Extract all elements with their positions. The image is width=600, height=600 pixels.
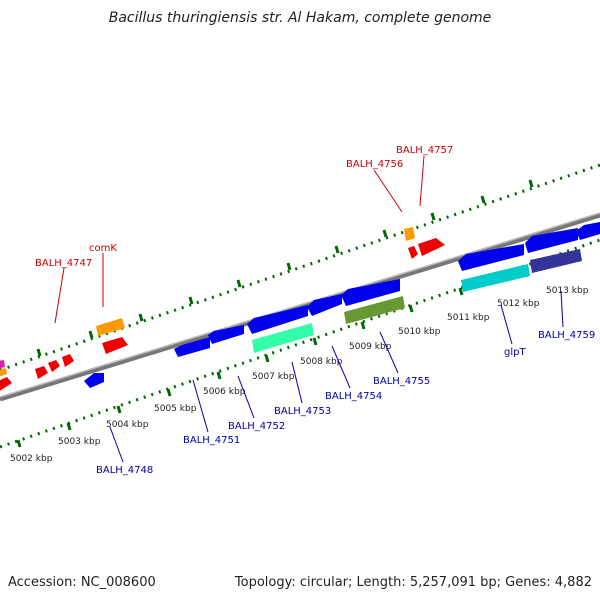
gene-label[interactable]: BALH_4753 xyxy=(274,406,331,417)
gene-arrow-reverse[interactable] xyxy=(576,222,600,240)
scale-labels: 5002 kbp 5003 kbp 5004 kbp 5005 kbp 5006… xyxy=(10,286,589,464)
gene-arrow-forward[interactable] xyxy=(62,354,74,367)
gene-label[interactable]: BALH_4756 xyxy=(346,159,403,170)
scale-label: 5002 kbp xyxy=(10,454,53,464)
scale-label: 5010 kbp xyxy=(398,327,441,337)
gene-label[interactable]: BALH_4755 xyxy=(373,376,430,387)
scale-label: 5009 kbp xyxy=(349,342,392,352)
label-leaders xyxy=(54,155,564,463)
scale-label: 5013 kbp xyxy=(546,286,589,296)
gene-arrow-reverse[interactable] xyxy=(247,305,308,334)
gene-cds-BALH_4756[interactable] xyxy=(404,227,415,241)
map-title: Bacillus thuringiensis str. Al Hakam, co… xyxy=(109,10,492,26)
gene-label[interactable]: BALH_4754 xyxy=(325,391,382,402)
reverse-gene-labels: BALH_4748 BALH_4751 BALH_4752 BALH_4753 … xyxy=(96,330,595,476)
gene-cds-BALH_4759[interactable] xyxy=(530,249,582,273)
gene-arrow-reverse[interactable] xyxy=(458,244,524,271)
scale-label: 5005 kbp xyxy=(154,404,197,414)
scale-label: 5008 kbp xyxy=(300,357,343,367)
gene-cds-BALH_4753[interactable] xyxy=(252,323,314,353)
gene-arrow-reverse[interactable] xyxy=(174,337,210,357)
gene-arrow-forward[interactable] xyxy=(102,337,128,354)
scale-label: 5003 kbp xyxy=(58,437,101,447)
scale-label: 5007 kbp xyxy=(252,372,295,382)
scale-label: 5006 kbp xyxy=(203,387,246,397)
gene-label[interactable]: BALH_4757 xyxy=(396,145,453,156)
gene-arrow-forward[interactable] xyxy=(0,360,5,369)
forward-genes xyxy=(0,227,445,392)
reverse-genes xyxy=(84,222,600,388)
scale-label: 5012 kbp xyxy=(497,299,540,309)
gene-arrow-reverse[interactable] xyxy=(84,373,104,388)
gene-arrow-forward[interactable] xyxy=(418,238,445,256)
gene-arrow-reverse[interactable] xyxy=(208,325,244,344)
gene-arrow-reverse[interactable] xyxy=(307,294,342,316)
gene-label[interactable]: glpT xyxy=(504,347,526,358)
gene-arrow-reverse[interactable] xyxy=(341,279,400,306)
gene-label[interactable]: BALH_4751 xyxy=(183,435,240,446)
gene-arrow-forward[interactable] xyxy=(0,377,12,392)
outer-scale-ring xyxy=(0,163,600,372)
genome-summary-text: Topology: circular; Length: 5,257,091 bp… xyxy=(234,575,592,590)
forward-gene-labels: BALH_4747 comK BALH_4756 BALH_4757 xyxy=(35,145,453,269)
scale-label: 5011 kbp xyxy=(447,313,490,323)
gene-cds-comK[interactable] xyxy=(96,318,125,336)
gene-arrow-forward[interactable] xyxy=(48,360,60,372)
gene-label[interactable]: BALH_4748 xyxy=(96,465,153,476)
scale-label: 5004 kbp xyxy=(106,420,149,430)
gene-arrow-forward[interactable] xyxy=(0,368,7,377)
gene-cds-glpT[interactable] xyxy=(461,264,530,292)
gene-label[interactable]: BALH_4759 xyxy=(538,330,595,341)
outer-scale-major-ticks xyxy=(36,179,534,357)
gene-label[interactable]: BALH_4747 xyxy=(35,258,92,269)
gene-arrow-forward[interactable] xyxy=(408,246,418,259)
gene-arrow-forward[interactable] xyxy=(35,366,48,379)
accession-text: Accession: NC_008600 xyxy=(8,575,156,590)
gene-arrow-reverse[interactable] xyxy=(525,228,578,253)
gene-label[interactable]: comK xyxy=(89,243,117,254)
gene-label[interactable]: BALH_4752 xyxy=(228,421,285,432)
gene-cds-BALH_4755[interactable] xyxy=(344,296,405,324)
